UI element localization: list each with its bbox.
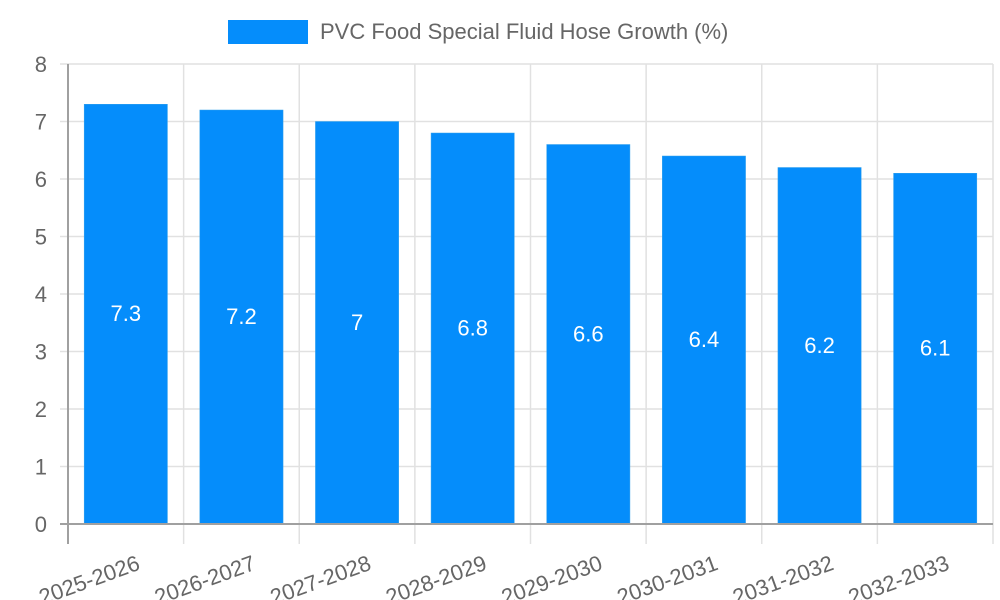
bar-value-label: 6.1 [920,336,951,361]
y-tick-label: 7 [35,110,47,135]
bar[interactable] [430,132,515,525]
legend-label: PVC Food Special Fluid Hose Growth (%) [320,19,729,44]
y-tick-label: 4 [35,282,47,307]
bar[interactable] [893,173,978,525]
x-tick-label: 2025-2026 [36,550,143,600]
bar-value-label: 6.8 [457,316,488,341]
bars [83,104,978,525]
y-tick-label: 8 [35,52,47,77]
x-tick-label: 2030-2031 [614,550,721,600]
x-tick-label: 2026-2027 [151,550,258,600]
x-tick-label: 2028-2029 [382,550,489,600]
bar-value-label: 7 [351,310,363,335]
bar[interactable] [662,155,746,525]
x-tick-label: 2029-2030 [498,550,605,600]
data-labels: 7.3 7.2 7 6.8 6.6 6.4 6.2 6.1 [111,301,951,361]
chart-legend[interactable]: PVC Food Special Fluid Hose Growth (%) [228,19,728,45]
y-tick-label: 2 [35,397,47,422]
x-tick-label: 2027-2028 [267,550,374,600]
bar-value-label: 6.2 [804,333,835,358]
y-axis-ticks: 0 1 2 3 4 5 6 7 8 [35,52,47,537]
bar-value-label: 6.6 [573,321,604,346]
y-tick-label: 1 [35,455,47,480]
bar[interactable] [199,109,284,525]
bar[interactable] [777,167,862,525]
bar-value-label: 6.4 [689,327,720,352]
y-tick-label: 5 [35,225,47,250]
bar[interactable] [546,144,631,525]
bar-value-label: 7.3 [111,301,142,326]
bar[interactable] [315,121,399,525]
y-tick-label: 3 [35,340,47,365]
x-tick-label: 2031-2032 [729,550,836,600]
bar-value-label: 7.2 [226,304,257,329]
x-tick-label: 2032-2033 [845,550,952,600]
x-axis-ticks: 2025-2026 2026-2027 2027-2028 2028-2029 2029… [36,550,953,600]
y-tick-label: 0 [35,512,47,537]
y-tick-label: 6 [35,167,47,192]
legend-swatch [228,20,308,44]
bar[interactable] [83,104,168,525]
axes [60,64,993,544]
